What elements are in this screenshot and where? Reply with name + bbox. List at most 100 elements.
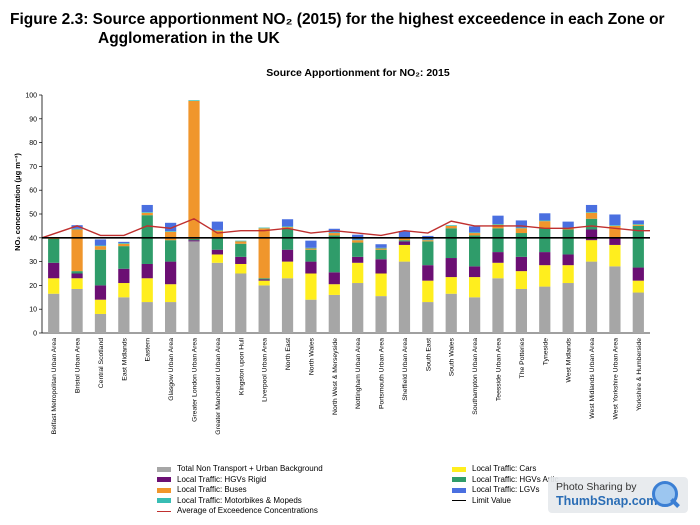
bar-segment [211, 230, 223, 238]
y-tick-label: 20 [29, 283, 37, 290]
bar-segment [165, 302, 177, 333]
x-tick-label: Glasgow Urban Area [168, 338, 175, 401]
bar-segment [469, 232, 481, 234]
bar-segment [398, 244, 411, 262]
x-tick-label: East Midlands [121, 337, 128, 380]
bar-segment [48, 262, 60, 279]
bar-segment [492, 223, 504, 225]
bar-segment [562, 265, 574, 284]
bar-segment [141, 212, 153, 216]
x-tick-label: Sheffield Urban Area [402, 338, 409, 401]
bar-segment [585, 218, 598, 230]
y-tick-label: 0 [33, 331, 37, 338]
bar-segment [609, 214, 621, 226]
bar-segment [258, 278, 270, 280]
bar-segment [258, 227, 270, 229]
bar-segment [305, 299, 317, 333]
x-tick-label: Belfast Metropolitan Urban Area [51, 338, 58, 435]
bar-segment [375, 273, 387, 297]
bar-segment [118, 283, 130, 298]
bar-segment [422, 241, 434, 266]
legend-item: Average of Exceedence Concentrations [157, 506, 323, 517]
bar-segment [71, 225, 83, 229]
y-tick-label: 90 [29, 116, 37, 123]
legend-label: Local Traffic: Buses [177, 485, 247, 494]
bar-segment [469, 277, 481, 298]
bar-segment [469, 233, 481, 236]
bar-segment [352, 240, 364, 243]
bar-segment [71, 228, 83, 230]
bar-segment [48, 238, 60, 263]
bar-segment [211, 262, 223, 333]
legend-swatch [452, 487, 466, 493]
watermark-line1: Photo Sharing by [556, 481, 637, 493]
figure-title-line1: Figure 2.3: Source apportionment NO₂ (20… [10, 11, 665, 28]
legend-item: Local Traffic: Buses [157, 485, 323, 496]
bar-segment [352, 242, 364, 257]
bar-segment [375, 244, 387, 248]
bar-segment [235, 263, 247, 274]
bar-segment [118, 297, 130, 333]
bar-segment [141, 278, 153, 303]
bar-segment [539, 213, 551, 221]
bar-segment [609, 244, 621, 267]
bar-segment [211, 254, 223, 263]
x-tick-label: North East [285, 338, 292, 370]
bar-segment [328, 233, 340, 236]
bar-segment [188, 241, 200, 333]
bar-segment [375, 259, 387, 274]
bar-segment [328, 272, 340, 285]
bar-segment [398, 240, 411, 242]
chart-title: Source Apportionment for NO₂: 2015 [266, 67, 450, 79]
watermark: Photo Sharing by ThumbSnap.com [548, 477, 688, 513]
legend-label: Local Traffic: Cars [472, 464, 537, 473]
bar-segment [445, 258, 457, 278]
bar-segment [632, 292, 644, 333]
y-tick-label: 30 [29, 259, 37, 266]
bar-segment [71, 229, 83, 272]
bar-segment [235, 273, 247, 333]
bar-segment [141, 302, 153, 333]
bar-segment [118, 243, 130, 247]
bar-segment [632, 280, 644, 293]
x-tick-label: Teesside Urban Area [496, 338, 503, 401]
bar-segment [165, 231, 177, 241]
bar-segment [539, 221, 551, 229]
figure-title-line2: Agglomeration in the UK [98, 30, 280, 47]
y-axis-label: NO₂ concentration (μg m⁻³) [13, 153, 22, 251]
legend-left: Total Non Transport + Urban Background Lo… [157, 464, 323, 517]
bar-segment [352, 239, 364, 241]
bar-segment [492, 215, 504, 224]
bar-segment [445, 225, 457, 226]
bar-segment [71, 278, 83, 289]
legend-label: Local Traffic: HGVs Rigid [177, 474, 267, 484]
x-tick-label: West Midlands [566, 337, 573, 382]
bar-segment [188, 238, 200, 241]
bar-segment [305, 261, 317, 274]
y-tick-label: 10 [29, 307, 37, 314]
bar-segment [539, 252, 551, 266]
bar-segment [281, 261, 294, 279]
bar-segment [305, 247, 317, 249]
bar-segment [165, 222, 177, 232]
bar-segment [469, 266, 481, 278]
x-tick-label: West Midlands Urban Area [589, 338, 596, 419]
bar-segment [398, 237, 411, 241]
legend-label: Local Traffic: HGVs Artic [472, 474, 559, 484]
bar-segment [422, 302, 434, 333]
bar-segment [165, 284, 177, 303]
bar-segment [352, 283, 364, 333]
bar-segment [352, 262, 364, 284]
bar-segment [539, 220, 551, 222]
bar-segment [141, 263, 153, 279]
bar-segment [585, 229, 598, 241]
x-tick-label: Nottingham Urban Area [355, 338, 362, 409]
bar-segment [258, 280, 270, 286]
bar-segment [188, 100, 200, 101]
legend-swatch [452, 477, 466, 483]
bar-segment [328, 232, 340, 234]
bar-segment [188, 100, 200, 239]
bar-segment [211, 229, 223, 231]
bar-segment [609, 237, 621, 245]
